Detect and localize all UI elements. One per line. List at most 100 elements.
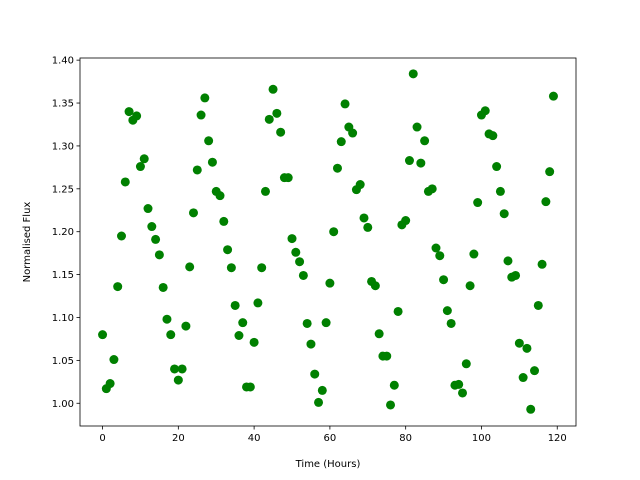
point (283, 173, 293, 183)
point (363, 222, 373, 232)
point (314, 397, 324, 407)
point (488, 131, 498, 141)
point (541, 197, 551, 207)
point (105, 379, 115, 389)
point (317, 385, 327, 395)
point (238, 318, 248, 328)
point (151, 234, 161, 244)
point (302, 318, 312, 328)
point (389, 380, 399, 390)
point (230, 300, 240, 310)
point (162, 314, 172, 324)
point (253, 298, 263, 308)
point (465, 281, 475, 291)
point (526, 404, 536, 414)
point (234, 331, 244, 341)
point (518, 373, 528, 383)
point (207, 157, 217, 167)
point (408, 69, 418, 79)
point (204, 136, 214, 146)
point (473, 198, 483, 208)
point (154, 250, 164, 260)
point (272, 108, 282, 118)
point (306, 339, 316, 349)
point (245, 382, 255, 392)
y-tick-label: 1.10 (52, 313, 74, 324)
point (332, 163, 342, 173)
point (143, 204, 153, 214)
point (192, 165, 202, 175)
point (461, 359, 471, 369)
point (439, 275, 449, 285)
x-tick-label: 100 (472, 433, 491, 444)
point (348, 128, 358, 138)
point (382, 351, 392, 361)
point (336, 137, 346, 147)
point (537, 259, 547, 269)
point (215, 191, 225, 201)
point (355, 180, 365, 190)
point (446, 318, 456, 328)
x-tick-label: 0 (99, 433, 105, 444)
point (458, 388, 468, 398)
point (533, 300, 543, 310)
point (298, 270, 308, 280)
y-tick-label: 1.35 (52, 99, 74, 110)
point (386, 400, 396, 410)
point (181, 321, 191, 331)
y-tick-label: 1.15 (52, 270, 74, 281)
point (113, 282, 123, 292)
point (200, 93, 210, 103)
y-tick-label: 1.20 (52, 227, 74, 238)
point (329, 227, 339, 237)
y-tick-label: 1.25 (52, 184, 74, 195)
point (492, 162, 502, 172)
x-tick-label: 120 (548, 433, 567, 444)
point (291, 247, 301, 257)
point (226, 263, 236, 273)
point (495, 186, 505, 196)
x-tick-label: 80 (399, 433, 412, 444)
point (147, 222, 157, 232)
point (427, 184, 437, 194)
point (158, 282, 168, 292)
point (454, 379, 464, 389)
y-axis-label: Normalised Flux (22, 202, 33, 283)
point (480, 106, 490, 116)
point (548, 91, 558, 101)
point (514, 338, 524, 348)
point (511, 270, 521, 280)
x-tick-label: 60 (324, 433, 337, 444)
point (264, 114, 274, 124)
point (401, 216, 411, 226)
point (135, 162, 145, 172)
axes-frame (79, 57, 577, 427)
x-tick-label: 40 (248, 433, 261, 444)
point (499, 209, 509, 219)
point (120, 177, 130, 187)
point (435, 251, 445, 261)
point (166, 330, 176, 340)
point (98, 330, 108, 340)
point (109, 355, 119, 365)
point (325, 278, 335, 288)
point (185, 262, 195, 272)
y-tick-label: 1.40 (52, 56, 74, 67)
point (545, 167, 555, 177)
point (359, 213, 369, 223)
y-tick-label: 1.30 (52, 141, 74, 152)
point (530, 366, 540, 376)
point (393, 306, 403, 316)
point (170, 364, 180, 374)
point (139, 154, 149, 164)
point (310, 369, 320, 379)
point (442, 306, 452, 316)
x-tick-label: 20 (172, 433, 185, 444)
point (223, 245, 233, 255)
point (295, 257, 305, 267)
point (431, 243, 441, 253)
point (370, 281, 380, 291)
point (116, 231, 126, 241)
point (503, 256, 513, 266)
